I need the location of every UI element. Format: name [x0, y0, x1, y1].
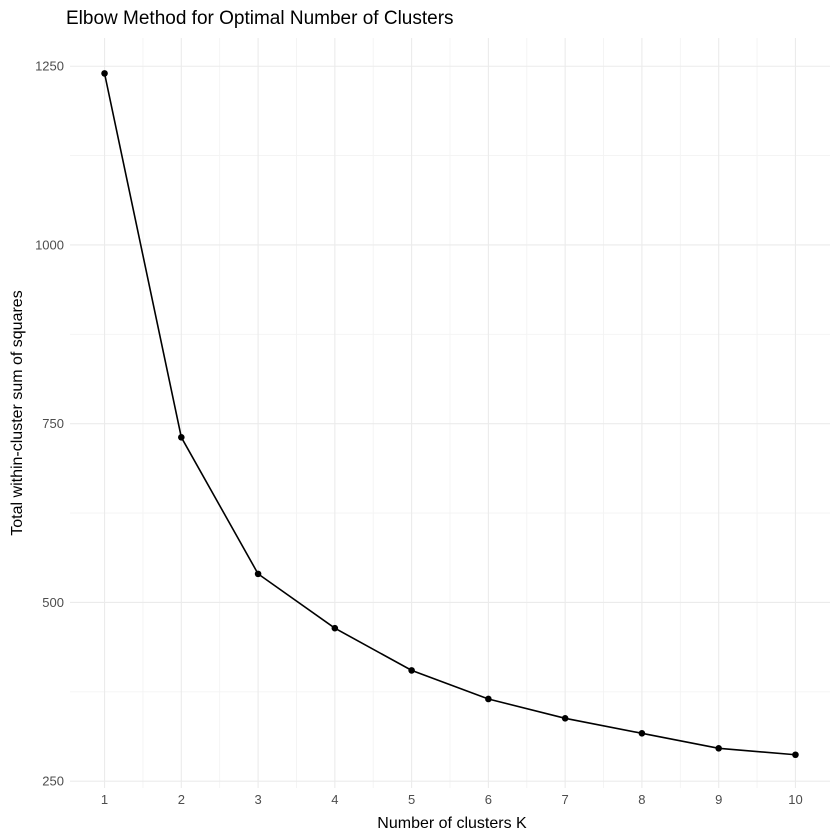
grid-layer	[70, 38, 830, 788]
data-point	[485, 695, 492, 703]
series-layer	[101, 70, 799, 759]
y-axis-ticks: 250 500 750 1000 1250	[35, 59, 64, 789]
data-point	[561, 714, 569, 722]
x-tick-label: 5	[408, 792, 415, 807]
x-axis-title: Number of clusters K	[377, 815, 527, 832]
x-tick-label: 4	[331, 792, 338, 807]
x-tick-label: 6	[485, 792, 492, 807]
data-point	[408, 667, 415, 674]
data-point	[101, 70, 108, 77]
x-tick-label: 7	[562, 792, 569, 807]
data-point	[715, 745, 722, 752]
series-line	[103, 73, 796, 756]
x-tick-label: 1	[101, 792, 108, 807]
x-tick-label: 8	[638, 792, 645, 807]
y-tick-label: 1250	[35, 59, 64, 74]
x-tick-label: 10	[788, 792, 802, 807]
y-tick-label: 750	[42, 416, 64, 431]
y-axis-title: Total within-cluster sum of squares	[9, 290, 26, 535]
data-point	[178, 434, 185, 441]
x-tick-label: 2	[178, 792, 185, 807]
data-point	[254, 570, 262, 578]
data-point	[331, 624, 339, 632]
data-point	[638, 730, 646, 737]
chart-title: Elbow Method for Optimal Number of Clust…	[66, 8, 454, 29]
data-point	[792, 751, 799, 759]
x-axis-ticks: 1 2 3 4 5 6 7 8 9 10	[101, 792, 803, 807]
y-tick-label: 250	[42, 774, 64, 789]
y-tick-label: 1000	[35, 237, 64, 252]
y-tick-label: 500	[42, 595, 64, 610]
x-tick-label: 9	[715, 792, 722, 807]
x-tick-label: 3	[254, 792, 261, 807]
